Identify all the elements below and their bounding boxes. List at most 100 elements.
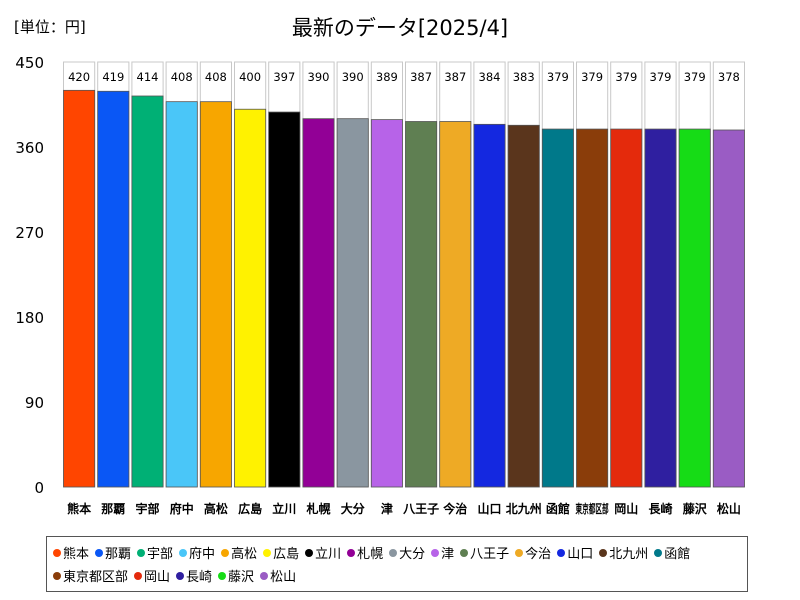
x-tick-label: 函館 <box>546 501 570 516</box>
legend-item: 岡山 <box>134 564 170 587</box>
x-tick-label: 藤沢 <box>682 501 708 516</box>
bar-value-label: 383 <box>513 70 535 84</box>
legend-label: 八王子 <box>470 547 510 562</box>
legend-label: 津 <box>441 547 455 562</box>
bar-value-label: 390 <box>308 70 330 84</box>
legend-swatch <box>305 548 314 557</box>
x-tick-label: 山口 <box>477 501 501 516</box>
x-tick-label: 東京都区部 <box>576 501 609 516</box>
bar <box>302 118 335 488</box>
x-tick-label: 長崎 <box>648 501 672 516</box>
y-tick-label: 90 <box>25 394 44 412</box>
legend-item: 今治 <box>515 541 551 564</box>
bar-value-label: 379 <box>650 70 672 84</box>
bar-value-label: 384 <box>479 70 501 84</box>
x-tick-label: 松山 <box>717 501 741 516</box>
x-tick-label: 津 <box>381 501 393 516</box>
legend-swatch <box>95 548 104 557</box>
bar <box>678 128 711 488</box>
x-tick-label: 熊本 <box>67 501 91 516</box>
legend-item: 北九州 <box>599 541 648 564</box>
legend-label: 松山 <box>270 570 297 585</box>
x-tick-label: 大分 <box>341 501 365 516</box>
legend-swatch <box>515 548 524 557</box>
x-tick-label: 府中 <box>170 501 194 516</box>
x-tick-label: 宇部 <box>135 501 159 516</box>
bar <box>63 89 96 488</box>
bar <box>268 111 301 488</box>
legend-swatch <box>389 548 398 557</box>
x-tick-label: 広島 <box>238 501 262 516</box>
chart-title: 最新のデータ[2025/4] <box>291 16 509 40</box>
legend-item: 広島 <box>263 541 299 564</box>
y-tick-label: 450 <box>15 54 44 72</box>
legend-label: 宇部 <box>147 547 174 562</box>
legend-label: 那覇 <box>105 547 132 562</box>
x-tick-label: 立川 <box>272 501 296 516</box>
bar <box>131 95 164 488</box>
legend-item: 立川 <box>305 541 341 564</box>
y-tick-label: 360 <box>15 139 44 157</box>
legend-item: 大分 <box>389 541 425 564</box>
legend-swatch <box>53 571 61 580</box>
legend-label: 府中 <box>189 547 216 562</box>
bar-value-label: 379 <box>615 70 637 84</box>
legend-label: 今治 <box>525 547 552 562</box>
legend-label: 藤沢 <box>228 570 255 585</box>
y-tick-label: 180 <box>15 309 44 327</box>
bar-value-label: 387 <box>444 70 466 84</box>
bar <box>576 128 609 488</box>
legend-item: 那覇 <box>95 541 131 564</box>
legend-swatch <box>557 548 566 557</box>
bar-value-label: 378 <box>718 70 740 84</box>
legend-swatch <box>134 571 143 580</box>
bar <box>336 118 369 488</box>
legend-swatch <box>218 571 227 580</box>
legend-swatch <box>347 548 356 557</box>
legend-swatch <box>431 548 440 557</box>
legend-item: 津 <box>431 541 454 564</box>
x-tick-label: 高松 <box>204 501 228 516</box>
legend-swatch <box>599 548 608 557</box>
bar <box>405 121 438 488</box>
legend-swatch <box>221 548 230 557</box>
y-tick-label: 270 <box>15 224 44 242</box>
legend-label: 岡山 <box>144 570 171 585</box>
bar <box>507 124 540 488</box>
x-tick-label: 北九州 <box>506 501 542 516</box>
x-tick-label: 札幌 <box>305 501 330 516</box>
legend-item: 府中 <box>179 541 215 564</box>
bar-value-label: 414 <box>137 70 159 84</box>
bar-value-label: 420 <box>68 70 90 84</box>
legend-label: 東京都区部 <box>63 570 129 585</box>
legend-swatch <box>176 571 185 580</box>
x-tick-label: 岡山 <box>614 501 638 516</box>
bar-value-label: 408 <box>205 70 227 84</box>
legend-label: 札幌 <box>357 547 384 562</box>
bar <box>97 90 130 488</box>
legend-label: 山口 <box>567 547 594 562</box>
unit-label: [単位：円] <box>14 18 86 36</box>
legend-item: 札幌 <box>347 541 383 564</box>
legend-label: 高松 <box>231 547 258 562</box>
legend-item: 松山 <box>260 564 296 587</box>
x-tick-label: 八王子 <box>402 502 439 516</box>
bar-value-label: 387 <box>410 70 432 84</box>
legend-item: 藤沢 <box>218 564 254 587</box>
legend-item: 長崎 <box>176 564 212 587</box>
bar-value-label: 379 <box>684 70 706 84</box>
legend-item: 八王子 <box>460 541 509 564</box>
x-tick-label: 那覇 <box>101 502 125 516</box>
bar-value-label: 408 <box>171 70 193 84</box>
legend-item: 熊本 <box>53 541 89 564</box>
bar <box>165 101 198 488</box>
bar-value-label: 389 <box>376 70 398 84</box>
legend-label: 熊本 <box>63 547 90 562</box>
bar <box>370 119 403 488</box>
bar <box>610 128 643 488</box>
bar-value-label: 419 <box>102 70 124 84</box>
legend-swatch <box>263 548 272 557</box>
legend-item: 高松 <box>221 541 257 564</box>
y-tick-label: 0 <box>34 479 44 497</box>
bar <box>644 128 677 488</box>
